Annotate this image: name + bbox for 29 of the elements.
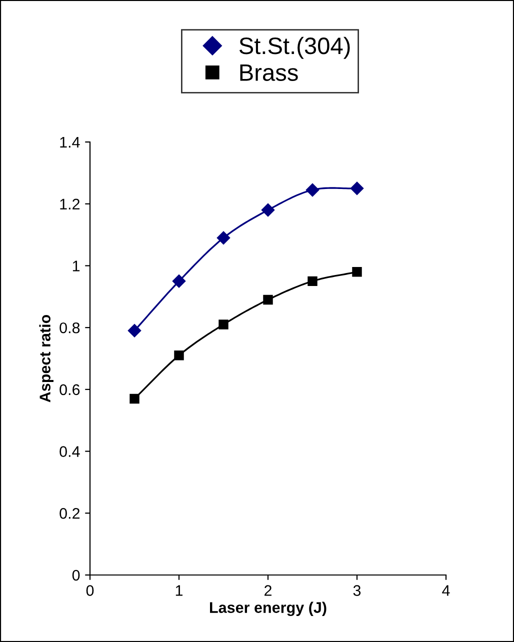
y-tick-label: 0 <box>72 570 80 581</box>
legend-label: St.St.(304) <box>239 36 350 59</box>
point <box>216 231 230 244</box>
legend-label: Brass <box>240 64 298 81</box>
point <box>352 267 362 277</box>
x-tick-label: 1 <box>176 585 183 596</box>
point <box>218 320 228 330</box>
point <box>261 203 275 217</box>
point <box>306 183 320 197</box>
point <box>263 294 273 305</box>
y-tick-label: 1 <box>72 260 80 272</box>
y-tick-label: 1.2 <box>60 198 80 210</box>
y-tick-label: 0.4 <box>60 446 80 457</box>
y-axis-title: Aspect ratio <box>39 314 54 402</box>
y-tick-label: 0.6 <box>60 384 80 396</box>
y-tick-label: 1.4 <box>60 137 80 148</box>
x-tick-label: 2 <box>264 585 272 596</box>
point <box>172 274 186 288</box>
point <box>350 182 364 195</box>
point <box>128 324 142 338</box>
x-tick-label: 4 <box>442 585 450 596</box>
x-tick-label: 3 <box>353 585 361 596</box>
point <box>308 276 318 286</box>
y-tick-label: 0.2 <box>60 508 80 519</box>
y-tick-label: 0.8 <box>60 322 80 334</box>
x-tick-label: 0 <box>86 585 94 596</box>
point <box>130 394 140 404</box>
x-axis-title: Laser energy (J) <box>210 602 326 616</box>
point <box>174 350 184 360</box>
